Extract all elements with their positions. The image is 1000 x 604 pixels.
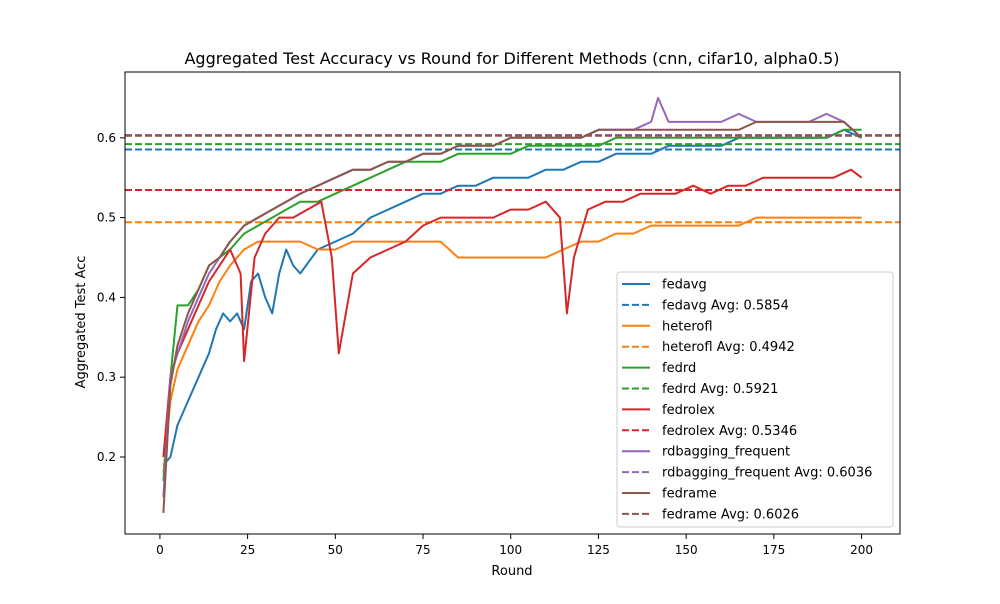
series-line-fedrolex <box>162 168 863 458</box>
y-tick-label: 0.2 <box>97 450 116 464</box>
y-tick-label: 0.5 <box>97 211 116 225</box>
x-axis-ticks: 0 25 50 75 100 125 150 175 200 <box>156 534 873 557</box>
y-tick-label: 0.4 <box>97 290 116 304</box>
legend-box <box>616 271 894 528</box>
legend-label: fedavg <box>662 278 707 293</box>
plot-frame <box>124 71 901 535</box>
series-line-fedrd <box>162 128 862 481</box>
legend-label: fedrd Avg: 0.5921 <box>662 382 778 397</box>
legend-label: rdbagging_frequent Avg: 0.6036 <box>662 466 872 481</box>
chart-title: Aggregated Test Accuracy vs Round for Di… <box>184 49 839 68</box>
legend-label: fedrame <box>662 487 717 502</box>
x-tick-label: 150 <box>675 543 698 557</box>
y-axis-ticks: 0.2 0.3 0.4 0.5 0.6 <box>97 131 125 464</box>
x-tick-label: 50 <box>328 543 343 557</box>
legend-label: fedrolex <box>662 403 715 418</box>
legend-label: fedavg Avg: 0.5854 <box>662 298 789 313</box>
legend-label: heterofl Avg: 0.4942 <box>662 340 795 355</box>
y-tick-label: 0.3 <box>97 370 116 384</box>
legend-label: rdbagging_frequent <box>662 445 790 460</box>
legend-label: fedrame Avg: 0.6026 <box>662 507 799 522</box>
legend: fedavg fedavg Avg: 0.5854 heterofl heterofl… <box>616 271 894 528</box>
plot-lines <box>125 96 900 513</box>
legend-items: fedavg fedavg Avg: 0.5854 heterofl heterofl… <box>622 278 872 522</box>
x-tick-label: 125 <box>587 543 610 557</box>
x-tick-label: 0 <box>156 543 164 557</box>
legend-label: fedrd <box>662 361 696 376</box>
series-line-fedavg <box>162 128 863 466</box>
y-tick-label: 0.6 <box>97 131 116 145</box>
series-line-fedrame <box>162 120 863 513</box>
legend-label: heterofl <box>662 319 713 334</box>
x-tick-label: 25 <box>240 543 255 557</box>
legend-label: fedrolex Avg: 0.5346 <box>662 424 797 439</box>
x-tick-label: 200 <box>850 543 873 557</box>
x-tick-label: 100 <box>499 543 522 557</box>
x-axis-label: Round <box>491 564 532 579</box>
x-tick-label: 175 <box>762 543 785 557</box>
x-tick-label: 75 <box>415 543 430 557</box>
y-axis-label: Aggregated Test Acc <box>74 256 89 389</box>
